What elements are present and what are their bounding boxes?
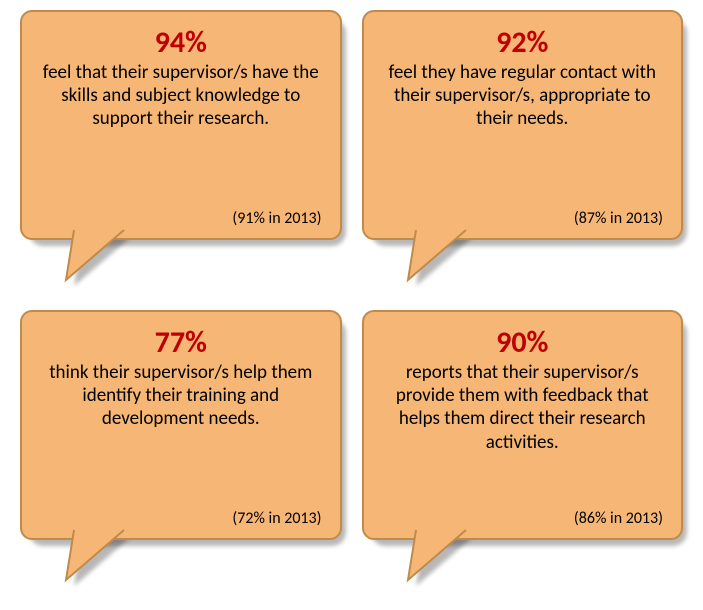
previous-value: (87% in 2013) <box>382 201 664 228</box>
speech-bubble-1: 92% feel they have regular contact with … <box>362 10 684 290</box>
percentage-value: 77% <box>40 326 322 359</box>
bubble-body: 77% think their supervisor/s help them i… <box>20 310 342 540</box>
percentage-value: 92% <box>382 26 664 59</box>
previous-value: (72% in 2013) <box>40 501 322 528</box>
bubble-body: 94% feel that their supervisor/s have th… <box>20 10 342 240</box>
speech-tail-icon <box>406 226 486 286</box>
percentage-value: 90% <box>382 326 664 359</box>
speech-bubble-3: 90% reports that their supervisor/s prov… <box>362 310 684 590</box>
description-text: reports that their supervisor/s provide … <box>382 361 664 454</box>
speech-tail-icon <box>64 226 144 286</box>
description-text: think their supervisor/s help them ident… <box>40 361 322 431</box>
percentage-value: 94% <box>40 26 322 59</box>
speech-tail-icon <box>406 526 486 586</box>
bubble-body: 90% reports that their supervisor/s prov… <box>362 310 684 540</box>
previous-value: (86% in 2013) <box>382 501 664 528</box>
previous-value: (91% in 2013) <box>40 201 322 228</box>
speech-bubble-0: 94% feel that their supervisor/s have th… <box>20 10 342 290</box>
speech-tail-icon <box>64 526 144 586</box>
description-text: feel that their supervisor/s have the sk… <box>40 61 322 131</box>
description-text: feel they have regular contact with thei… <box>382 61 664 131</box>
bubble-body: 92% feel they have regular contact with … <box>362 10 684 240</box>
speech-bubble-2: 77% think their supervisor/s help them i… <box>20 310 342 590</box>
bubble-grid: 94% feel that their supervisor/s have th… <box>0 0 703 610</box>
